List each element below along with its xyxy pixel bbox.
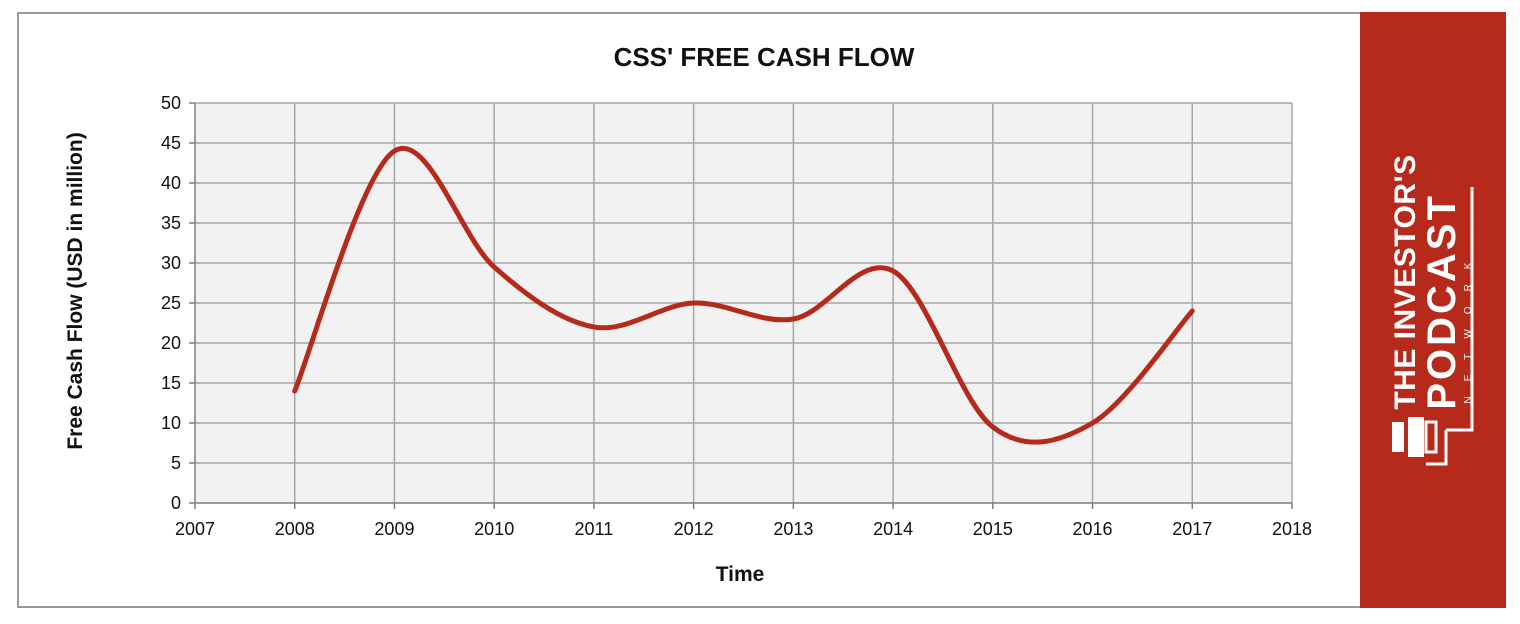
y-tick-label-0: 0 (171, 493, 181, 513)
brand-line-2: PODCAST (1420, 193, 1464, 410)
x-tick-label-2018: 2018 (1272, 519, 1312, 539)
x-tick-label-2007: 2007 (175, 519, 215, 539)
y-tick-label-40: 40 (161, 173, 181, 193)
x-tick-label-2013: 2013 (773, 519, 813, 539)
x-tick-label-2008: 2008 (275, 519, 315, 539)
y-tick-label-5: 5 (171, 453, 181, 473)
x-tick-label-2012: 2012 (674, 519, 714, 539)
y-tick-label-10: 10 (161, 413, 181, 433)
y-axis-label: Free Cash Flow (USD in million) (64, 132, 87, 449)
brand-line-3: NETWORK (1463, 247, 1474, 404)
x-tick-label-2015: 2015 (973, 519, 1013, 539)
brand-line-1: THE INVESTOR'S (1389, 154, 1422, 410)
x-tick-label-2017: 2017 (1172, 519, 1212, 539)
x-tick-label-2016: 2016 (1073, 519, 1113, 539)
y-tick-label-30: 30 (161, 253, 181, 273)
y-tick-label-35: 35 (161, 213, 181, 233)
x-axis-label: Time (716, 563, 765, 586)
y-tick-label-20: 20 (161, 333, 181, 353)
series-line (292, 145, 1195, 445)
x-axis-ticks: 2007 2008 2009 2010 2011 2012 2013 2014 2015 2016… (175, 503, 1312, 539)
y-tick-label-50: 50 (161, 93, 181, 113)
brand-panel: THE INVESTOR'S PODCAST NETWORK (1360, 12, 1506, 608)
y-tick-label-45: 45 (161, 133, 181, 153)
x-tick-label-2011: 2011 (575, 519, 614, 539)
x-tick-label-2014: 2014 (873, 519, 913, 539)
chart-title: CSS' FREE CASH FLOW (614, 42, 915, 72)
y-tick-label-15: 15 (161, 373, 181, 393)
x-tick-label-2009: 2009 (374, 519, 414, 539)
y-tick-label-25: 25 (161, 293, 181, 313)
brand-logo-text: THE INVESTOR'S PODCAST NETWORK (1389, 154, 1476, 410)
y-axis-ticks: 0 5 10 15 20 25 30 35 40 45 50 (161, 93, 195, 513)
horizontal-gridlines (195, 102, 1292, 464)
podcast-logo-icon (1392, 187, 1474, 466)
x-tick-label-2010: 2010 (474, 519, 514, 539)
